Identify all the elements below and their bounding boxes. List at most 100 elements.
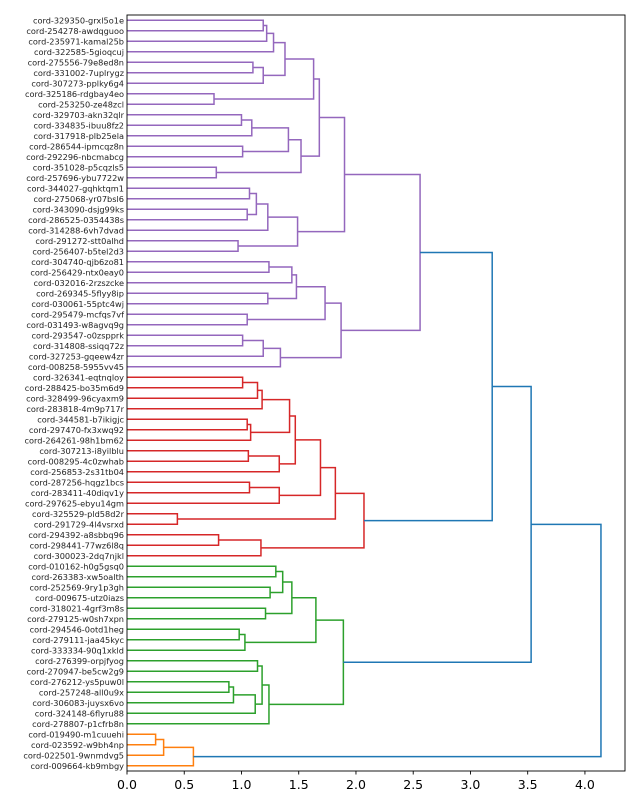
dendrogram-link-64 [127, 684, 270, 725]
dendrogram-link-5 [263, 41, 286, 77]
leaf-label: cord-324148-6flyru88 [35, 708, 124, 718]
x-tick-label: 3.0 [461, 777, 481, 792]
leaf-label: cord-276212-ys5puw0l [30, 677, 124, 687]
dendrogram-link-58 [244, 597, 317, 644]
leaf-label: cord-327253-gqeew4zr [29, 351, 125, 361]
dendrogram-link-40 [127, 455, 281, 473]
leaf-label: cord-297470-fx3xwq92 [29, 425, 124, 435]
leaf-label: cord-307213-i8yilblu [39, 446, 124, 456]
dendrogram-link-29 [127, 339, 264, 357]
leaf-label: cord-275556-79e8ed8n [28, 57, 124, 67]
x-tick-label: 0.0 [117, 777, 137, 792]
leaf-label: cord-288425-bo35m6d9 [25, 383, 124, 393]
dendrogram-link-45 [127, 513, 179, 525]
dendrogram-link-68 [127, 738, 165, 756]
dendrogram-link-15 [127, 187, 251, 200]
dendrogram-link-67 [127, 733, 157, 746]
dendrogram-link-0 [127, 19, 264, 32]
dendrogram-link-14 [301, 78, 321, 157]
leaf-label: cord-030061-55ptc4wj [31, 299, 124, 309]
leaf-label: cord-328499-96cyaxm9 [26, 393, 124, 403]
dendrogram-link-3 [127, 61, 254, 74]
dendrogram-link-56 [127, 628, 240, 641]
leaf-label: cord-257248-all0u9x [39, 687, 124, 697]
dendrogram-link-32 [341, 173, 421, 332]
dendrogram-links [127, 19, 602, 767]
leaf-label: cord-031493-w8agvq9g [26, 320, 124, 330]
leaf-label: cord-300023-2dq7njkl [34, 551, 124, 561]
leaf-label: cord-322585-5gioqcuj [34, 47, 124, 57]
leaf-label: cord-291272-stt0alhd [35, 236, 124, 246]
x-tick-label: 4.0 [575, 777, 595, 792]
dendrogram-link-33 [127, 376, 244, 389]
dendrogram-link-9 [127, 119, 253, 137]
dendrogram-link-21 [297, 116, 346, 233]
leaf-label: cord-326341-eqtnqloy [33, 372, 124, 382]
leaf-label: cord-279111-jaa45kyc [32, 635, 124, 645]
leaf-label: cord-278807-p1cfrb8n [32, 719, 124, 729]
leaf-label: cord-286544-ipmcqz8n [29, 141, 124, 151]
leaf-label: cord-298441-77wz6l8q [30, 540, 124, 550]
leaf-label: cord-256407-b5tel2d3 [32, 246, 124, 256]
leaf-label: cord-351028-p5cqzls5 [33, 162, 124, 172]
dendrogram-link-37 [127, 423, 252, 441]
leaf-label: cord-317918-plb25ela [33, 131, 124, 141]
x-tick-label: 2.0 [346, 777, 366, 792]
leaf-label: cord-252569-9ry1p3gh [29, 582, 124, 592]
dendrogram-link-27 [247, 285, 326, 321]
leaf-label: cord-306083-juysx6vo [32, 698, 124, 708]
dendrogram-link-51 [127, 565, 277, 578]
dendrogram-link-38 [250, 398, 291, 434]
leaf-label: cord-256853-2s31tb04 [30, 467, 124, 477]
dendrogram-link-24 [127, 292, 269, 305]
leaf-label: cord-008295-4c0zwhab [28, 456, 124, 466]
leaf-label: cord-235971-kamal25b [28, 36, 124, 46]
leaf-label: cord-009664-kb9mbgy [31, 761, 125, 771]
dendrogram-link-48 [127, 539, 262, 557]
leaf-label: cord-019490-m1cuuehi [28, 729, 124, 739]
leaf-label: cord-283411-40diqv1y [31, 488, 124, 498]
dendrogram-link-16 [127, 208, 248, 221]
dendrogram-link-20 [238, 216, 299, 247]
leaf-label: cord-329703-akn32qlr [33, 110, 125, 120]
leaf-label: cord-254278-awdqguoo [26, 26, 124, 36]
leaf-label: cord-257696-ybu7722w [26, 173, 124, 183]
leaf-label: cord-291729-4l4vsrxd [34, 519, 124, 529]
leaf-label: cord-318021-4grf3m8s [30, 603, 124, 613]
leaf-label: cord-283818-4m9p717r [26, 404, 124, 414]
dendrogram-link-54 [127, 607, 267, 620]
dendrogram-link-25 [267, 274, 298, 300]
leaf-label: cord-294392-a8sbbq96 [28, 530, 124, 540]
leaf-label: cord-008258-5955vv45 [28, 362, 124, 372]
dendrogram-link-19 [127, 240, 239, 252]
leaf-label: cord-269345-5flyy8ip [36, 288, 124, 298]
leaf-label: cord-032016-2rzszcke [33, 278, 124, 288]
dendrogram-link-44 [279, 439, 322, 497]
leaf-label: cord-297625-ebyu14gm [25, 498, 124, 508]
leaf-label: cord-275068-yr07bsl6 [33, 194, 124, 204]
leaf-label: cord-344581-b7ikigjc [37, 414, 124, 424]
leaf-label: cord-333334-90q1xkld [31, 645, 124, 655]
leaf-label: cord-010162-h0g5gsq0 [28, 561, 124, 571]
leaf-labels: cord-329350-grxl5o1ecord-254278-awdqguoo… [23, 15, 125, 771]
dendrogram-link-11 [242, 127, 290, 153]
leaf-label: cord-263383-xw5oalth [31, 572, 124, 582]
dendrogram-link-6 [127, 93, 215, 105]
leaf-label: cord-304740-qjb6zo81 [31, 257, 124, 267]
leaf-label: cord-009675-utz0iazs [35, 593, 124, 603]
leaf-label: cord-329350-grxl5o1e [33, 15, 124, 25]
leaf-label: cord-023592-w9bh4np [31, 740, 124, 750]
leaf-label: cord-292296-nbcmabcg [26, 152, 124, 162]
dendrogram-link-10 [127, 145, 244, 158]
dendrogram-link-52 [127, 586, 271, 599]
dendrogram-link-50 [363, 251, 493, 522]
dendrogram-link-59 [127, 660, 259, 672]
dendrogram-link-1 [127, 24, 268, 42]
dendrogram-link-34 [127, 381, 259, 399]
leaf-label: cord-287256-hqgz1bcs [30, 477, 124, 487]
leaf-label: cord-344027-gqhktqm1 [27, 183, 124, 193]
dendrogram-link-69 [127, 746, 195, 767]
dendrogram-link-12 [127, 166, 218, 179]
dendrogram-link-41 [279, 415, 297, 465]
dendrogram-link-47 [127, 534, 220, 546]
